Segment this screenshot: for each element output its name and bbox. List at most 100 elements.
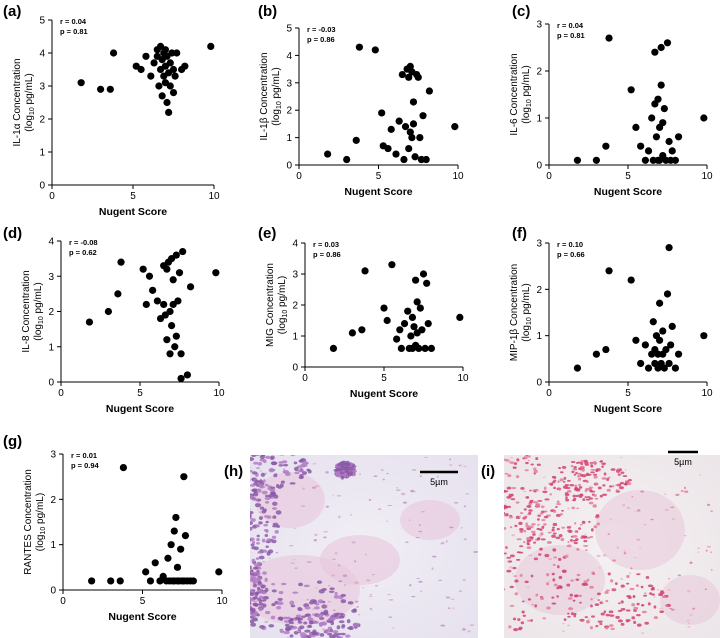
- data-point: [423, 279, 431, 287]
- y-unit-pre: (log: [24, 115, 35, 132]
- y-unit-subscript: 10: [526, 99, 533, 107]
- bacteria-cluster: [561, 509, 564, 512]
- bacteria-cluster: [271, 589, 277, 593]
- bacteria: [656, 588, 660, 591]
- bacteria-cluster: [255, 455, 260, 456]
- bacteria-cluster: [567, 597, 573, 600]
- bacteria: [323, 536, 327, 539]
- bacteria-cluster: [243, 581, 247, 584]
- bacteria-cluster: [485, 538, 489, 540]
- bacteria: [275, 503, 278, 506]
- bacteria: [386, 472, 389, 475]
- bacteria-cluster: [527, 598, 532, 601]
- bacteria-cluster: [504, 526, 507, 530]
- bacteria: [668, 577, 670, 580]
- bacteria-cluster: [627, 482, 632, 486]
- bacteria-cluster: [571, 470, 575, 474]
- bacteria: [669, 607, 673, 610]
- data-point: [181, 62, 189, 70]
- data-point: [384, 144, 392, 153]
- chart-a: (a) 0 5 10 0 1 2 3 4 5 Nugent Score IL-1α Concentra…: [3, 3, 220, 218]
- bacteria-cluster: [250, 518, 256, 523]
- data-point: [151, 559, 159, 567]
- x-tick-label: 0: [60, 596, 66, 607]
- bacteria: [687, 590, 691, 593]
- y-tick-label: 5: [286, 24, 292, 35]
- epithelial-cell: [400, 500, 460, 540]
- bacteria-cluster: [315, 603, 320, 606]
- bacteria: [680, 490, 684, 492]
- bacteria-cluster: [515, 475, 520, 479]
- bacteria-cluster: [271, 535, 277, 539]
- bacteria: [570, 464, 574, 468]
- bacteria: [689, 561, 693, 565]
- panel-label-h: (h): [224, 463, 243, 480]
- data-point: [324, 150, 332, 158]
- data-point: [671, 364, 680, 372]
- data-point: [153, 297, 161, 305]
- bacteria-cluster: [579, 493, 584, 497]
- bacteria-cluster: [512, 566, 517, 570]
- bacteria-cluster: [608, 624, 614, 627]
- data-point: [668, 322, 676, 330]
- bacteria: [325, 604, 329, 608]
- bacteria-cluster: [481, 453, 485, 456]
- bacteria-cluster: [589, 585, 594, 589]
- bacteria-cluster: [488, 437, 492, 440]
- y-unit-pre: (log: [271, 109, 282, 126]
- bacteria-cluster: [525, 455, 529, 457]
- bacteria: [332, 494, 335, 496]
- bacteria-cluster: [492, 534, 495, 537]
- bacteria: [462, 628, 466, 631]
- bacteria-cluster: [506, 505, 512, 508]
- bacteria-cluster: [619, 468, 622, 472]
- bacteria: [262, 561, 265, 563]
- y-tick-label: 3: [39, 82, 45, 93]
- data-point: [215, 568, 223, 576]
- bacteria: [631, 496, 634, 498]
- bacteria: [623, 552, 627, 555]
- bacteria: [574, 522, 577, 525]
- data-point: [406, 62, 414, 70]
- bacteria-cluster: [607, 572, 611, 576]
- bacteria: [327, 585, 331, 587]
- bacteria-cluster: [583, 582, 589, 586]
- bacteria-cluster: [252, 602, 258, 607]
- bacteria-cluster: [294, 616, 301, 620]
- data-point: [158, 92, 166, 100]
- data-point: [392, 150, 400, 158]
- bacteria: [562, 630, 565, 633]
- stat-r: r = 0.04: [557, 21, 584, 30]
- bacteria-cluster: [547, 531, 552, 534]
- bacteria-cluster: [566, 490, 572, 493]
- micrograph-h: 5µm: [243, 455, 478, 638]
- bacteria-cluster: [590, 464, 594, 468]
- bacteria-cluster: [336, 625, 341, 630]
- stat-r: r = -0.03: [307, 25, 336, 34]
- bacteria-cluster: [255, 455, 260, 456]
- bacteria-cluster: [250, 589, 255, 593]
- bacteria-cluster: [546, 582, 550, 586]
- bacteria-cluster: [636, 602, 640, 606]
- x-tick-label: 0: [296, 171, 302, 182]
- data-point: [172, 332, 180, 340]
- bacteria-cluster: [543, 486, 547, 490]
- bacteria: [579, 523, 583, 526]
- bacteria-cluster: [493, 429, 497, 432]
- bacteria: [351, 541, 356, 544]
- x-tick-label: 10: [701, 388, 713, 399]
- data-point: [644, 147, 653, 155]
- bacteria-cluster: [538, 553, 542, 556]
- bacteria-cluster: [581, 520, 586, 524]
- data-point: [573, 156, 582, 164]
- bacteria-cluster: [504, 455, 505, 456]
- bacteria-cluster: [649, 592, 653, 595]
- bacteria: [445, 540, 448, 543]
- bacteria-cluster: [272, 515, 277, 519]
- bacteria-cluster: [519, 573, 523, 577]
- bacteria: [311, 608, 316, 610]
- bacteria-cluster: [269, 488, 276, 492]
- y-tick-label: 4: [286, 51, 292, 62]
- bacteria: [565, 553, 569, 556]
- bacteria: [275, 472, 278, 475]
